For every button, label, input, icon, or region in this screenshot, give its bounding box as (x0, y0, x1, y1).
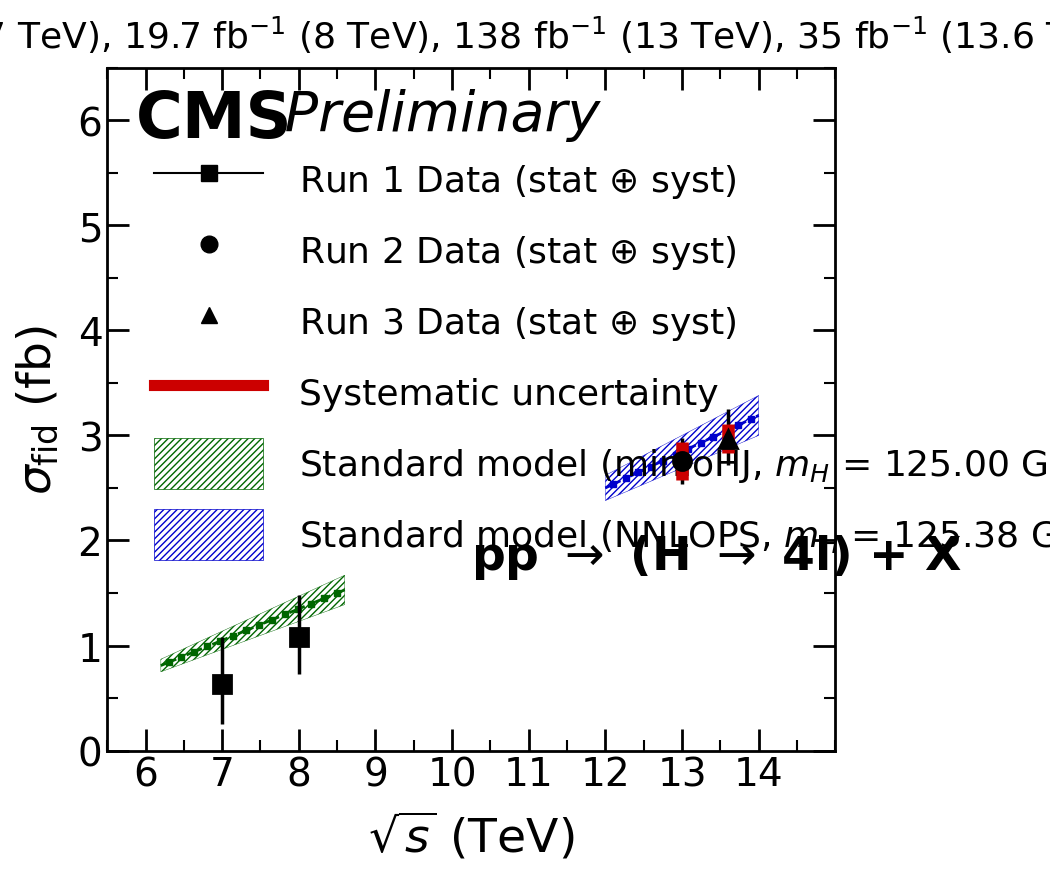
Text: CMS: CMS (136, 89, 293, 151)
Text: Preliminary: Preliminary (268, 89, 601, 142)
Legend: Run 1 Data (stat $\oplus$ syst), Run 2 Data (stat $\oplus$ syst), Run 3 Data (st: Run 1 Data (stat $\oplus$ syst), Run 2 D… (154, 155, 1050, 560)
X-axis label: $\sqrt{s}$ (TeV): $\sqrt{s}$ (TeV) (368, 810, 574, 862)
Title: 5.1 fb$^{-1}$ (7 TeV), 19.7 fb$^{-1}$ (8 TeV), 138 fb$^{-1}$ (13 TeV), 35 fb$^{-: 5.1 fb$^{-1}$ (7 TeV), 19.7 fb$^{-1}$ (8… (0, 15, 1050, 56)
Y-axis label: $\sigma_\mathrm{fid}$ (fb): $\sigma_\mathrm{fid}$ (fb) (15, 325, 61, 495)
Text: pp $\rightarrow$ (H $\rightarrow$ 4l) + X: pp $\rightarrow$ (H $\rightarrow$ 4l) + … (471, 532, 962, 581)
